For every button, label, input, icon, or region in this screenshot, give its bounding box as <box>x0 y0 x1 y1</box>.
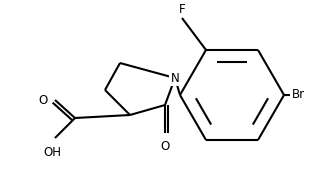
Text: OH: OH <box>43 146 61 159</box>
Text: N: N <box>170 71 179 84</box>
Text: F: F <box>179 3 185 16</box>
Text: O: O <box>39 93 48 106</box>
Text: Br: Br <box>292 89 305 102</box>
Text: O: O <box>160 140 170 153</box>
